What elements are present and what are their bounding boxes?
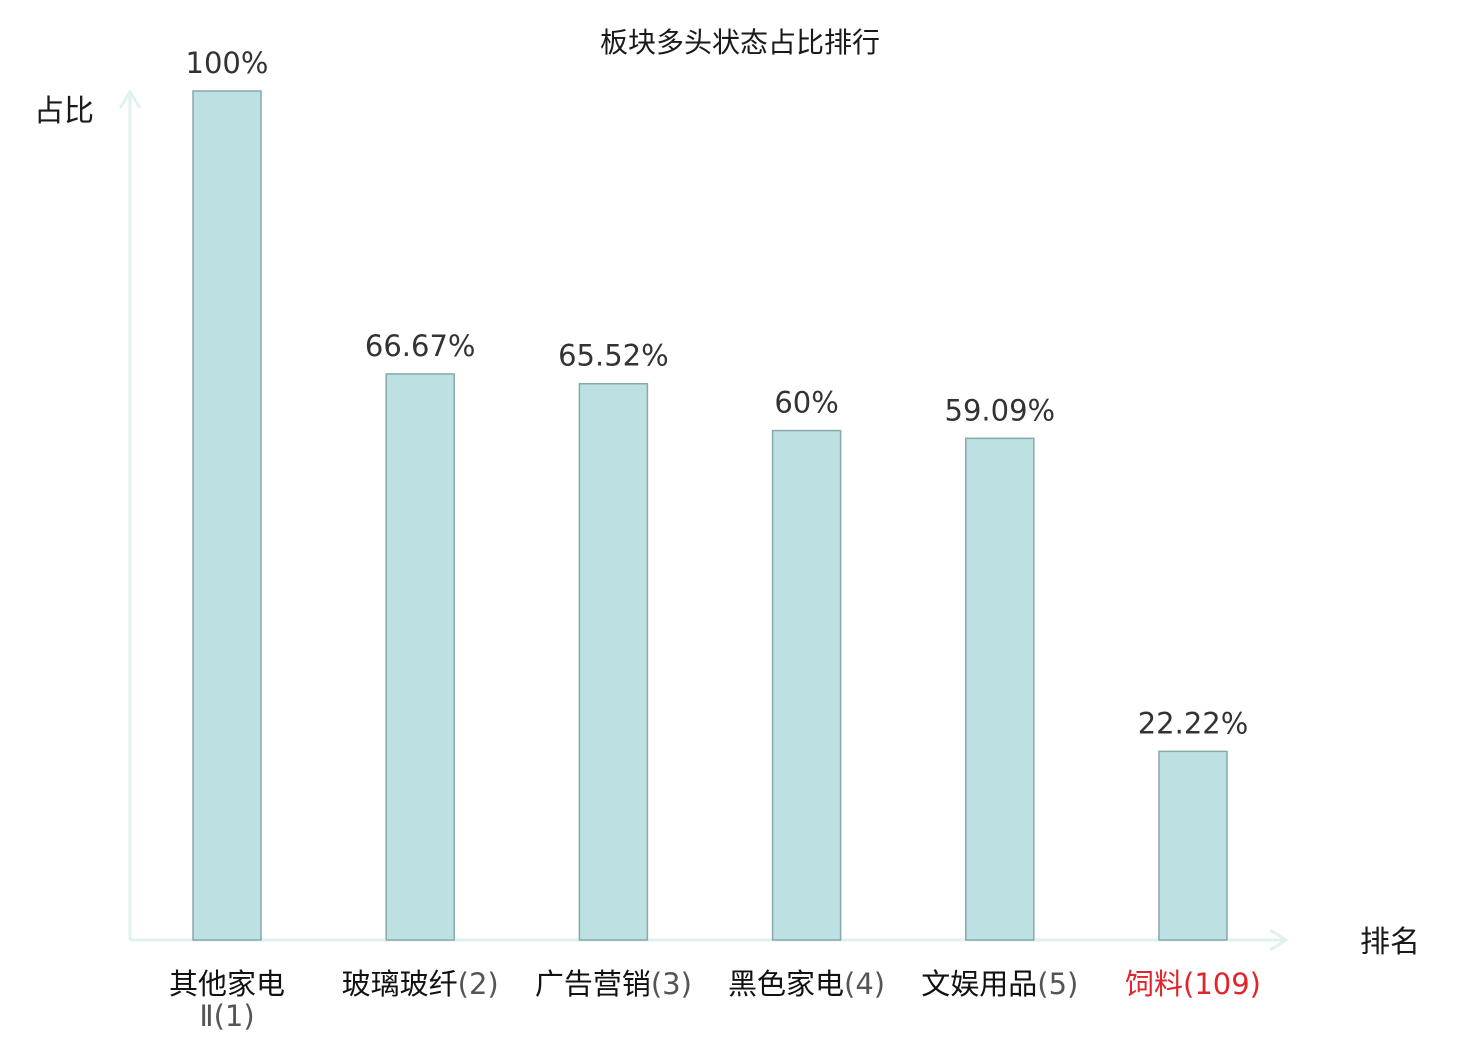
x-tick-rank-6: (109) [1183, 967, 1261, 1001]
bar-2 [385, 373, 455, 941]
x-tick-name-3: 广告营销 [535, 967, 651, 1001]
x-tick-label-6: 饲料(109) [1125, 967, 1261, 1001]
x-tick-rank-3: (3) [651, 967, 692, 1001]
value-label-1: 100% [186, 46, 269, 80]
x-tick-label-3: 广告营销(3) [535, 967, 692, 1001]
x-tick-name-2: 玻璃玻纤 [342, 967, 458, 1001]
bar-1 [192, 90, 262, 941]
bar-4 [771, 429, 842, 941]
x-tick-rank-4: (4) [844, 967, 885, 1001]
value-labels-group: 100% 66.67% 65.52% 60% 59.09% 22.22% [186, 46, 1249, 740]
x-tick-label-1-line2: Ⅱ(1) [199, 999, 254, 1033]
x-axis-label: 排名 [1360, 925, 1420, 960]
x-tick-labels-group: 其他家电 Ⅱ(1)玻璃玻纤(2) 广告营销(3) 黑色家电(4) 文娱用品(5) 饲料(1… [169, 967, 1261, 1033]
x-tick-name-1-line1: 其他家电 [169, 967, 285, 1001]
value-label-4: 60% [774, 386, 838, 420]
x-tick-label-5: 文娱用品(5) [921, 967, 1078, 1001]
bars-group [192, 90, 1228, 941]
x-tick-label-1: 其他家电 Ⅱ(1) [169, 967, 285, 1033]
x-axis-arrow-icon [1269, 928, 1289, 952]
x-tick-name-5: 文娱用品 [921, 967, 1037, 1001]
bar-3 [578, 382, 649, 941]
x-axis [130, 928, 1289, 952]
x-tick-name-1-line2: Ⅱ [199, 999, 213, 1033]
y-axis-arrow-icon [118, 89, 142, 109]
x-tick-rank-5: (5) [1037, 967, 1078, 1001]
y-axis-label: 占比 [34, 94, 94, 129]
value-label-2: 66.67% [365, 329, 476, 363]
x-tick-name-6: 饲料 [1125, 967, 1183, 1001]
x-tick-rank-1: (1) [214, 999, 255, 1033]
bar-5 [965, 437, 1035, 941]
value-label-5: 59.09% [945, 393, 1056, 427]
bar-6 [1158, 750, 1228, 941]
y-axis [118, 89, 142, 940]
x-tick-rank-2: (2) [458, 967, 499, 1001]
x-tick-label-4: 黑色家电(4) [728, 967, 885, 1001]
x-tick-name-4: 黑色家电 [728, 967, 844, 1001]
x-tick-label-2: 玻璃玻纤(2) [342, 967, 499, 1001]
value-label-6: 22.22% [1138, 706, 1249, 740]
value-label-3: 65.52% [558, 339, 669, 373]
chart-title: 板块多头状态占比排行 [600, 26, 880, 59]
